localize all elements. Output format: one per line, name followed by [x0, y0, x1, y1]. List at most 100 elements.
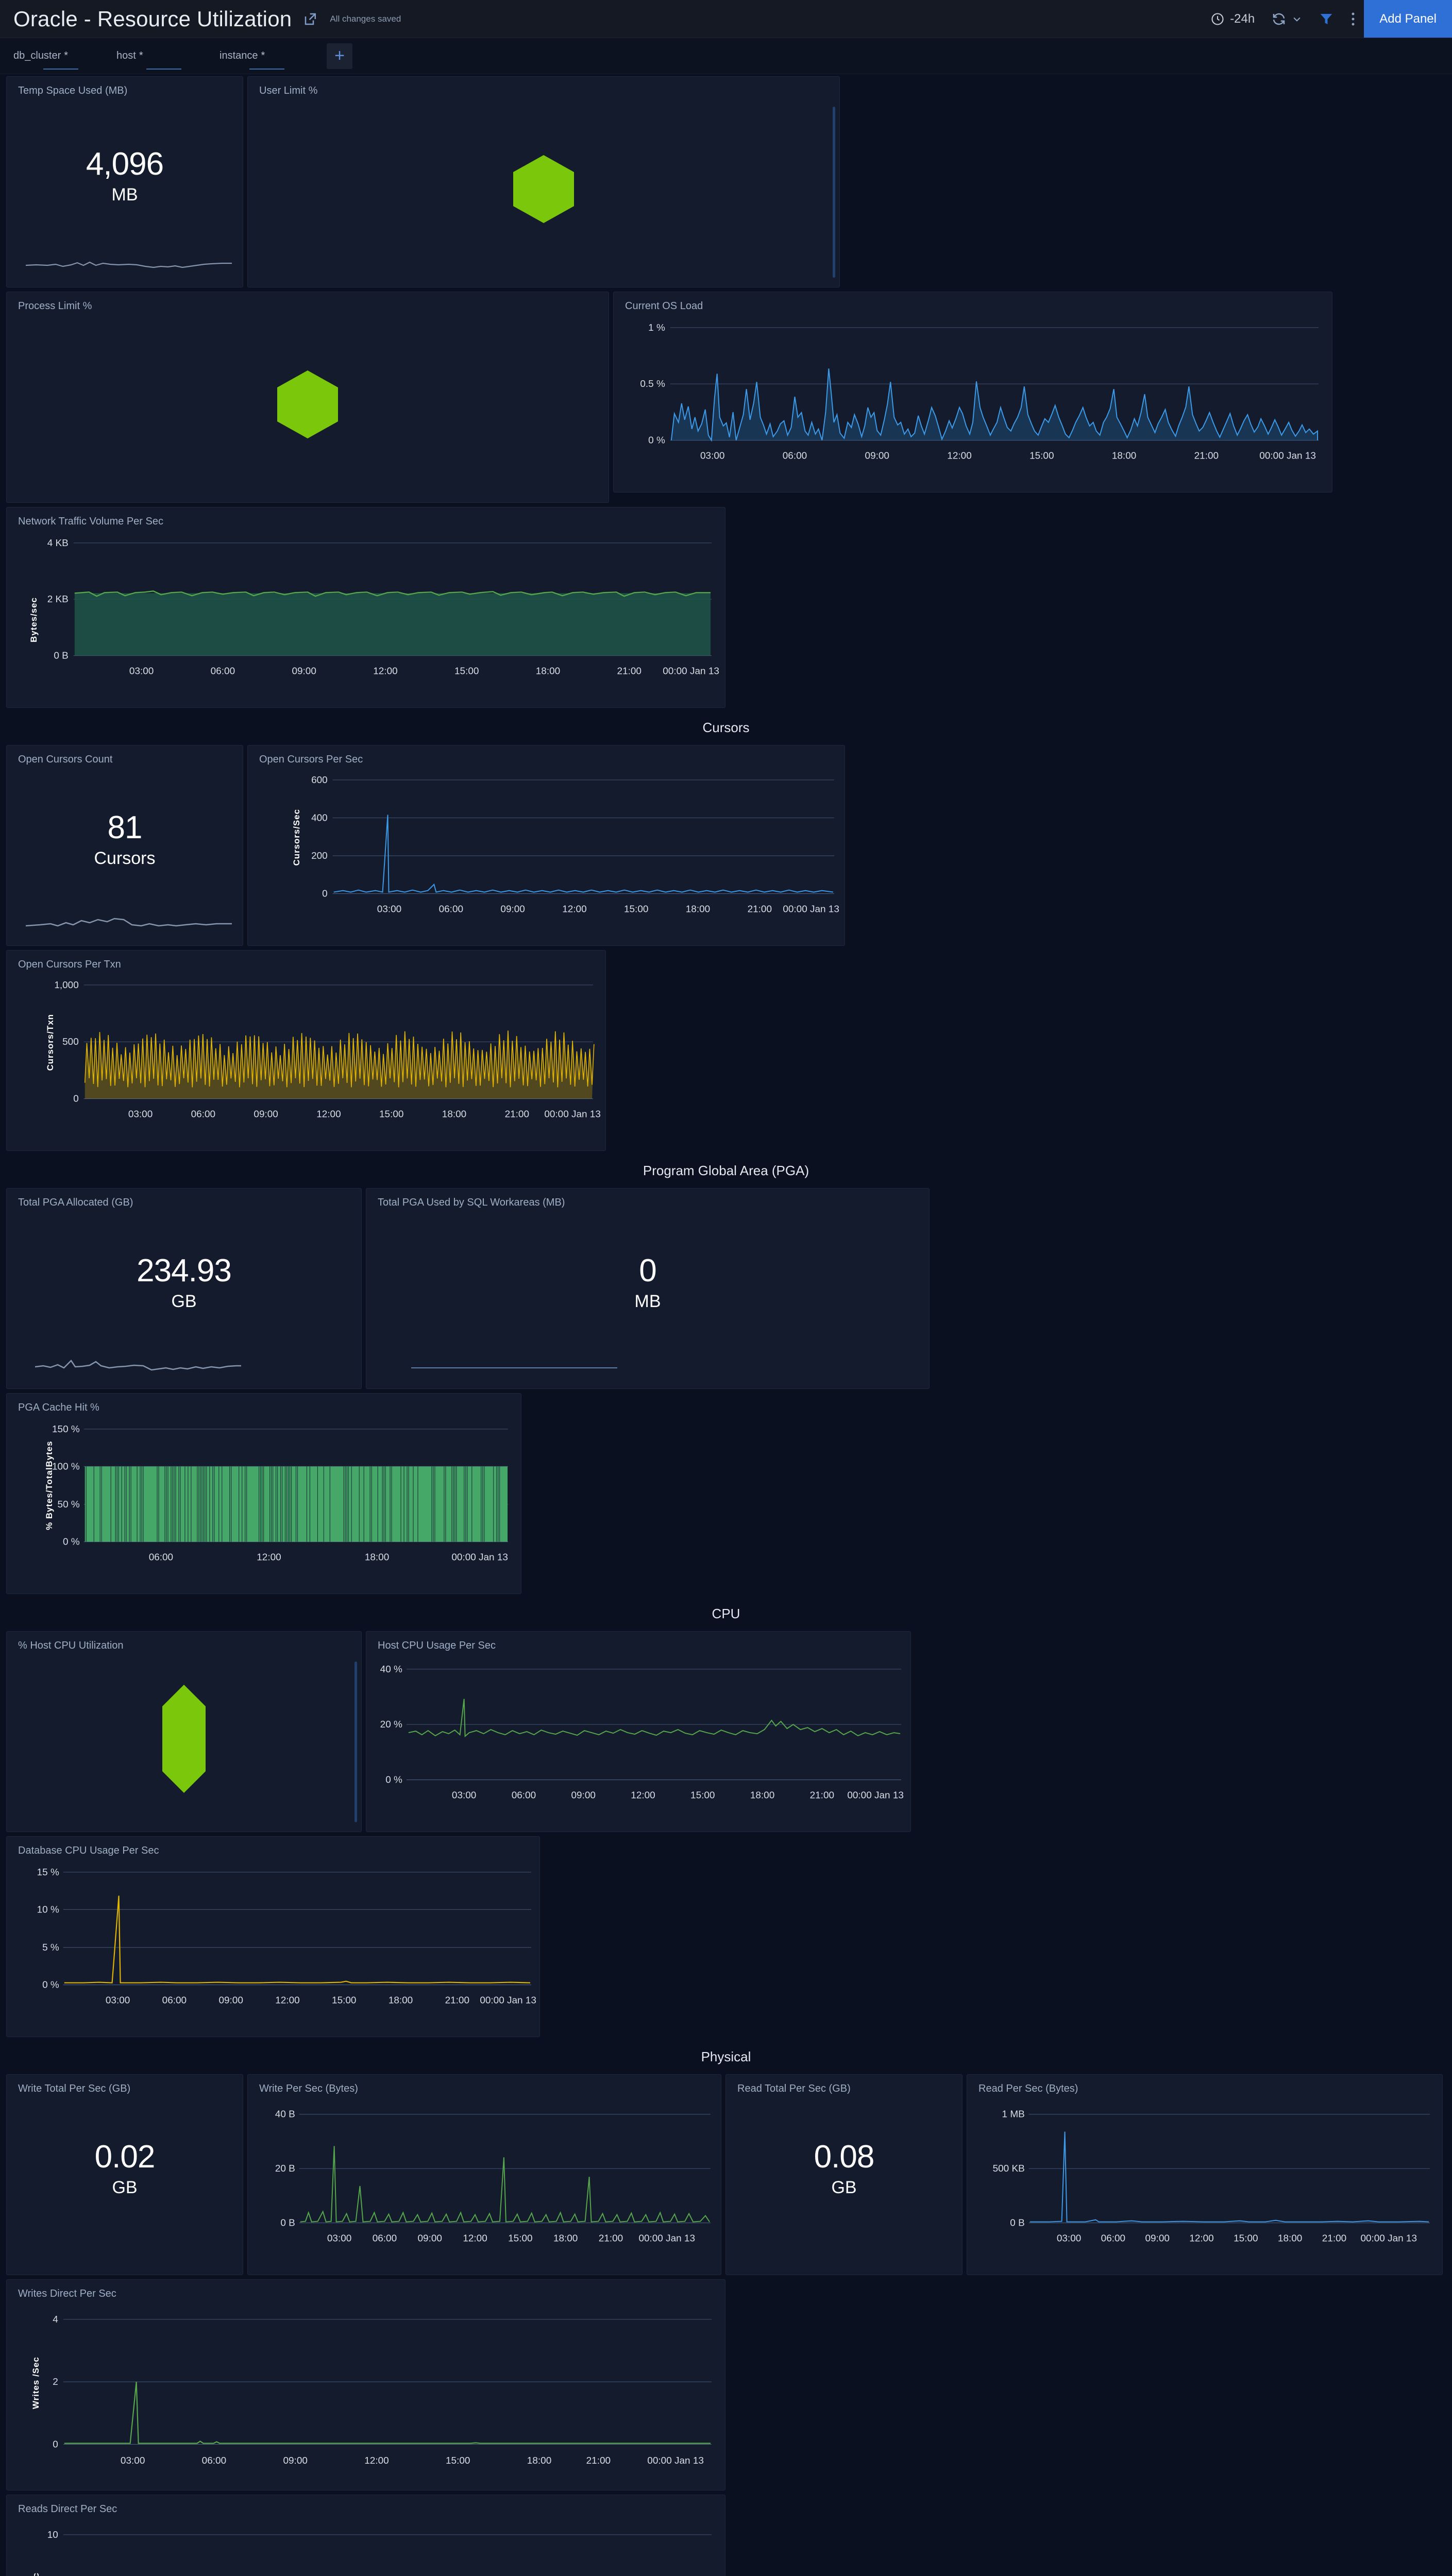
- svg-text:21:00: 21:00: [617, 666, 641, 676]
- svg-text:00:00 Jan 13: 00:00 Jan 13: [1360, 2233, 1417, 2244]
- svg-text:1 MB: 1 MB: [1002, 2109, 1025, 2120]
- time-range-picker[interactable]: -24h: [1202, 0, 1263, 38]
- panel-title: Total PGA Used by SQL Workareas (MB): [366, 1189, 929, 1209]
- panel-read-per-sec-bytes[interactable]: Read Per Sec (Bytes) 1 MB 500 KB 0 B 03:…: [967, 2074, 1443, 2275]
- panel-total-pga-used-sql-workareas[interactable]: Total PGA Used by SQL Workareas (MB) 0 M…: [366, 1188, 930, 1389]
- svg-text:200: 200: [311, 851, 328, 861]
- svg-text:15:00: 15:00: [508, 2233, 532, 2244]
- section-row-cpu[interactable]: CPU: [4, 1598, 1448, 1629]
- panel-scroll-rail[interactable]: [833, 107, 835, 278]
- svg-text:15:00: 15:00: [379, 1109, 403, 1120]
- svg-text:03:00: 03:00: [129, 666, 154, 676]
- chart-canvas: 10 5 0 Reads /Sec 03:00 06:00 09:00 12:0…: [7, 2515, 725, 2576]
- svg-text:2: 2: [53, 2377, 58, 2387]
- sparkline: [26, 254, 232, 273]
- section-row-physical[interactable]: Physical: [4, 2041, 1448, 2072]
- section-row-pga[interactable]: Program Global Area (PGA): [4, 1155, 1448, 1186]
- svg-text:15:00: 15:00: [624, 904, 648, 914]
- svg-text:06:00: 06:00: [1101, 2233, 1125, 2244]
- svg-text:4: 4: [53, 2314, 58, 2325]
- refresh-button[interactable]: [1263, 0, 1310, 38]
- share-icon[interactable]: [303, 11, 318, 27]
- chart-canvas: 4 2 0 Writes /Sec 03:00 06:00 09:00 12:0…: [7, 2300, 725, 2487]
- panel-title: Reads Direct Per Sec: [7, 2495, 725, 2515]
- panel-scroll-rail[interactable]: [354, 1662, 357, 1822]
- variable-underline: [43, 69, 78, 70]
- svg-text:09:00: 09:00: [418, 2233, 442, 2244]
- stat-body: 81 Cursors: [7, 766, 243, 914]
- svg-text:00:00 Jan 13: 00:00 Jan 13: [544, 1109, 601, 1120]
- svg-text:12:00: 12:00: [257, 1552, 281, 1563]
- panel-database-cpu-usage-per-sec[interactable]: Database CPU Usage Per Sec 15 % 10 % 5 %…: [6, 1836, 540, 2037]
- panel-pga-cache-hit[interactable]: PGA Cache Hit % 150 % 100 % 50 % 0 % % B…: [6, 1393, 521, 1594]
- svg-text:0 %: 0 %: [42, 1980, 59, 1991]
- svg-text:21:00: 21:00: [505, 1109, 529, 1120]
- chart-canvas: 40 B 20 B 0 B 03:00 06:00 09:00 12:00 15…: [248, 2095, 721, 2272]
- panel-title: Open Cursors Per Txn: [7, 951, 605, 971]
- variable-label: instance: [220, 50, 258, 61]
- section-title: Physical: [701, 2049, 751, 2065]
- panel-reads-direct-per-sec[interactable]: Reads Direct Per Sec 10 5 0 Reads /Sec 0…: [6, 2495, 725, 2576]
- panel-title: Network Traffic Volume Per Sec: [7, 507, 725, 528]
- panel-current-os-load[interactable]: Current OS Load 1 % 0.5 % 0 % 03:00 06:0…: [613, 292, 1332, 493]
- svg-text:09:00: 09:00: [500, 904, 525, 914]
- more-options-button[interactable]: [1342, 0, 1364, 38]
- stat-body: 0.08 GB: [726, 2095, 962, 2243]
- section-row-cursors[interactable]: Cursors: [4, 712, 1448, 743]
- section-title: Program Global Area (PGA): [643, 1163, 809, 1179]
- panel-write-total-per-sec[interactable]: Write Total Per Sec (GB) 0.02 GB: [6, 2074, 243, 2275]
- stat-unit: GB: [831, 2178, 856, 2198]
- panel-host-cpu-usage-per-sec[interactable]: Host CPU Usage Per Sec 40 % 20 % 0 % 03:…: [366, 1631, 911, 1832]
- svg-text:0: 0: [322, 889, 328, 900]
- variable-star: *: [261, 50, 265, 61]
- svg-text:18:00: 18:00: [527, 2455, 551, 2466]
- y-axis-label: Reads /Sec: [31, 2572, 41, 2576]
- stat-unit: GB: [112, 2178, 137, 2198]
- sparkline: [26, 912, 232, 931]
- panel-total-pga-allocated[interactable]: Total PGA Allocated (GB) 234.93 GB: [6, 1188, 362, 1389]
- clock-icon: [1210, 12, 1225, 26]
- svg-text:03:00: 03:00: [327, 2233, 351, 2244]
- panel-open-cursors-per-txn[interactable]: Open Cursors Per Txn 1,000 500 0 Cursors…: [6, 950, 606, 1151]
- variable-host[interactable]: host *: [110, 38, 213, 74]
- svg-text:09:00: 09:00: [292, 666, 316, 676]
- stat-value: 81: [108, 811, 142, 844]
- svg-text:06:00: 06:00: [191, 1109, 215, 1120]
- variable-label: db_cluster: [13, 50, 61, 61]
- panel-network-traffic-volume[interactable]: Network Traffic Volume Per Sec 4 KB 2 KB…: [6, 507, 725, 708]
- panel-temp-space-used[interactable]: Temp Space Used (MB) 4,096 MB: [6, 76, 243, 287]
- svg-text:150 %: 150 %: [52, 1424, 80, 1435]
- chevron-down-icon[interactable]: [1292, 14, 1302, 24]
- stat-body: 4,096 MB: [7, 97, 243, 256]
- panel-write-per-sec-bytes[interactable]: Write Per Sec (Bytes) 40 B 20 B 0 B 03:0…: [247, 2074, 721, 2275]
- svg-text:5 %: 5 %: [42, 1942, 59, 1953]
- panel-user-limit[interactable]: User Limit %: [247, 76, 840, 287]
- svg-text:0 %: 0 %: [63, 1537, 80, 1548]
- svg-text:10: 10: [47, 2530, 58, 2540]
- svg-text:12:00: 12:00: [562, 904, 586, 914]
- panel-open-cursors-per-sec[interactable]: Open Cursors Per Sec 600 400 200 0 Curso…: [247, 745, 845, 946]
- panel-read-total-per-sec[interactable]: Read Total Per Sec (GB) 0.08 GB: [725, 2074, 963, 2275]
- variable-underline: [146, 69, 181, 70]
- variable-instance[interactable]: instance *: [213, 38, 316, 74]
- filter-button[interactable]: [1310, 0, 1342, 38]
- svg-text:15:00: 15:00: [690, 1790, 715, 1801]
- panel-title: User Limit %: [248, 77, 839, 97]
- panel-writes-direct-per-sec[interactable]: Writes Direct Per Sec 4 2 0 Writes /Sec …: [6, 2279, 725, 2490]
- panel-host-cpu-utilization[interactable]: % Host CPU Utilization: [6, 1631, 362, 1832]
- add-panel-button[interactable]: Add Panel: [1364, 0, 1452, 38]
- svg-text:18:00: 18:00: [750, 1790, 774, 1801]
- svg-text:100 %: 100 %: [52, 1461, 80, 1472]
- panel-open-cursors-count[interactable]: Open Cursors Count 81 Cursors: [6, 745, 243, 946]
- svg-text:4 KB: 4 KB: [47, 538, 69, 549]
- panel-process-limit[interactable]: Process Limit %: [6, 292, 609, 503]
- chart-canvas: 15 % 10 % 5 % 0 % 03:00 06:00 09:00 12:0…: [7, 1857, 539, 2034]
- kebab-menu-icon: [1350, 11, 1356, 27]
- variable-db-cluster[interactable]: db_cluster *: [7, 38, 110, 74]
- page-title: Oracle - Resource Utilization: [13, 7, 292, 31]
- add-variable-button[interactable]: +: [327, 43, 352, 69]
- svg-text:0 B: 0 B: [1010, 2218, 1024, 2229]
- svg-text:12:00: 12:00: [631, 1790, 655, 1801]
- svg-text:10 %: 10 %: [37, 1904, 59, 1915]
- svg-text:09:00: 09:00: [283, 2455, 307, 2466]
